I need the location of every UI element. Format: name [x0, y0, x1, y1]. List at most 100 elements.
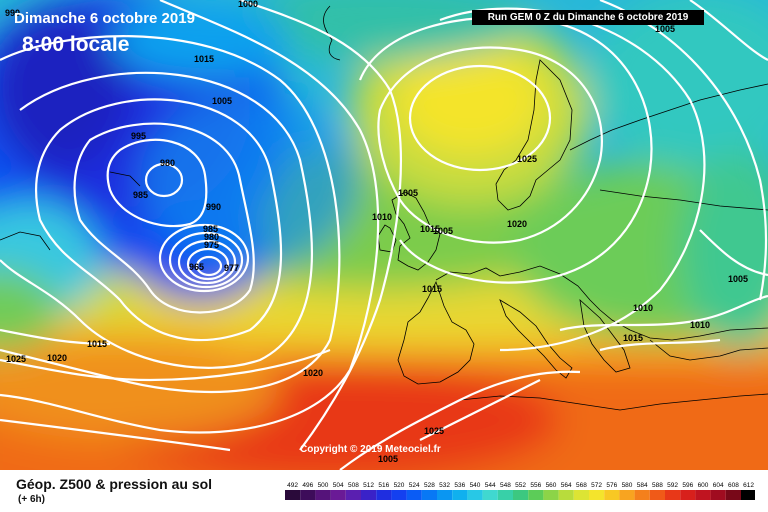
isobar-975	[177, 239, 237, 285]
isobar-label: 975	[204, 240, 219, 250]
legend-swatch	[604, 490, 620, 500]
legend-tick-label: 592	[667, 482, 678, 489]
isobar-985-north	[106, 138, 208, 228]
legend-swatch	[725, 490, 741, 500]
legend-tick-label: 612	[743, 482, 754, 489]
scandinavia-coast	[495, 59, 573, 211]
isobar-label: 1025	[517, 154, 537, 164]
russia-border	[599, 189, 768, 211]
isobar-label: 1025	[6, 354, 26, 364]
legend-swatch	[497, 490, 513, 500]
isobar-label: 990	[5, 8, 20, 18]
legend-swatch	[376, 490, 392, 500]
legend-tick-label: 596	[682, 482, 693, 489]
isobar-label: 990	[206, 202, 221, 212]
forecast-date: Dimanche 6 octobre 2019	[14, 10, 195, 27]
legend-tick-label: 504	[333, 482, 344, 489]
legend-swatch	[452, 490, 468, 500]
great-britain-coast	[391, 191, 441, 271]
geopotential-field: 990 1000 1005 1015 1005 995 980 985 990 …	[0, 0, 768, 470]
isobar-label: 985	[133, 190, 148, 200]
legend-swatch	[315, 490, 331, 500]
legend-tick-label: 576	[606, 482, 617, 489]
baltic-coast	[569, 83, 768, 151]
isobar-label: 985	[203, 224, 218, 234]
legend-tick-label: 528	[424, 482, 435, 489]
legend-tick-label: 516	[378, 482, 389, 489]
legend-swatch	[619, 490, 635, 500]
legend-tick-label: 548	[500, 482, 511, 489]
isobar-label: 1015	[623, 333, 643, 343]
italy-coast	[499, 299, 573, 379]
isobar-1015-north	[358, 16, 653, 284]
isobar-1005-ne	[689, 0, 768, 61]
legend-swatch	[573, 490, 589, 500]
isobar-label: 1020	[303, 368, 323, 378]
legend-tick-label: 532	[439, 482, 450, 489]
legend-swatch	[330, 490, 346, 500]
isobar-label: 980	[160, 158, 175, 168]
legend-swatch	[680, 490, 696, 500]
legend-swatch	[300, 490, 316, 500]
isobar-label: 1015	[420, 224, 440, 234]
isobar-label: 977	[224, 263, 239, 273]
legend-swatch	[589, 490, 605, 500]
product-title: Géop. Z500 & pression au sol	[16, 476, 213, 492]
isobar-1015-east	[599, 338, 721, 352]
copyright-notice: Copyright © 2019 Meteociel.fr	[300, 444, 441, 455]
isobar-label: 1020	[47, 353, 67, 363]
isobar-980	[168, 231, 244, 289]
legend-tick-label: 604	[713, 482, 724, 489]
legend-swatch	[467, 490, 483, 500]
legend-swatch	[695, 490, 711, 500]
isobar-965	[195, 255, 223, 277]
isobar-label: 1020	[507, 219, 527, 229]
isobar-1025	[408, 64, 552, 172]
legend-tick-label: 500	[318, 482, 329, 489]
north-america-coast	[0, 231, 51, 251]
isobar-1020	[377, 46, 603, 244]
legend-tick-label: 492	[287, 482, 298, 489]
isobar-label: 1000	[238, 0, 258, 9]
isobar-label: 1015	[194, 54, 214, 64]
legend-tick-label: 552	[515, 482, 526, 489]
legend-tick-label: 572	[591, 482, 602, 489]
isobar-label: 1005	[655, 24, 675, 34]
isobar-980-north	[144, 162, 184, 198]
legend-tick-label: 496	[302, 482, 313, 489]
legend-tick-label: 580	[622, 482, 633, 489]
isobar-labels: 990 1000 1005 1015 1005 995 980 985 990 …	[5, 0, 748, 464]
isobar-1010-east	[559, 294, 768, 332]
isobar-label: 1010	[633, 303, 653, 313]
isobar-1000	[0, 71, 314, 369]
isobar-label: 1010	[372, 212, 392, 222]
legend-swatch	[543, 490, 559, 500]
legend-swatch	[558, 490, 574, 500]
legend-tick-label: 512	[363, 482, 374, 489]
isobar-985	[158, 223, 250, 293]
legend-swatch	[437, 490, 453, 500]
isobar-label: 1005	[398, 188, 418, 198]
iberia-coast	[397, 280, 475, 385]
isobar-label: 1005	[212, 96, 232, 106]
forecast-map: 990 1000 1005 1015 1005 995 980 985 990 …	[0, 0, 768, 470]
legend-swatch	[406, 490, 422, 500]
legend-swatch	[482, 490, 498, 500]
legend-tick-label: 600	[698, 482, 709, 489]
forecast-local-time: 8:00 locale	[22, 33, 130, 56]
isobar-1015	[239, 0, 402, 451]
color-scale-legend: 492 496 500 504 508 512 516 520 524 528 532 536 540 5…	[285, 482, 755, 500]
isobar-1025-west	[0, 328, 111, 346]
legend-swatch	[421, 490, 437, 500]
model-run-label: Run GEM 0 Z du Dimanche 6 octobre 2019	[472, 10, 704, 25]
isobar-label: 980	[204, 232, 219, 242]
isobar-1025-south	[419, 379, 541, 441]
isobar-1005-east	[599, 0, 768, 301]
turkey-coast	[649, 339, 768, 361]
isobar-990	[73, 122, 255, 314]
legend-swatch	[741, 490, 755, 500]
legend-tick-label: 608	[728, 482, 739, 489]
legend-tick-label: 564	[561, 482, 572, 489]
isobars	[0, 0, 768, 470]
legend-tick-label: 520	[394, 482, 405, 489]
